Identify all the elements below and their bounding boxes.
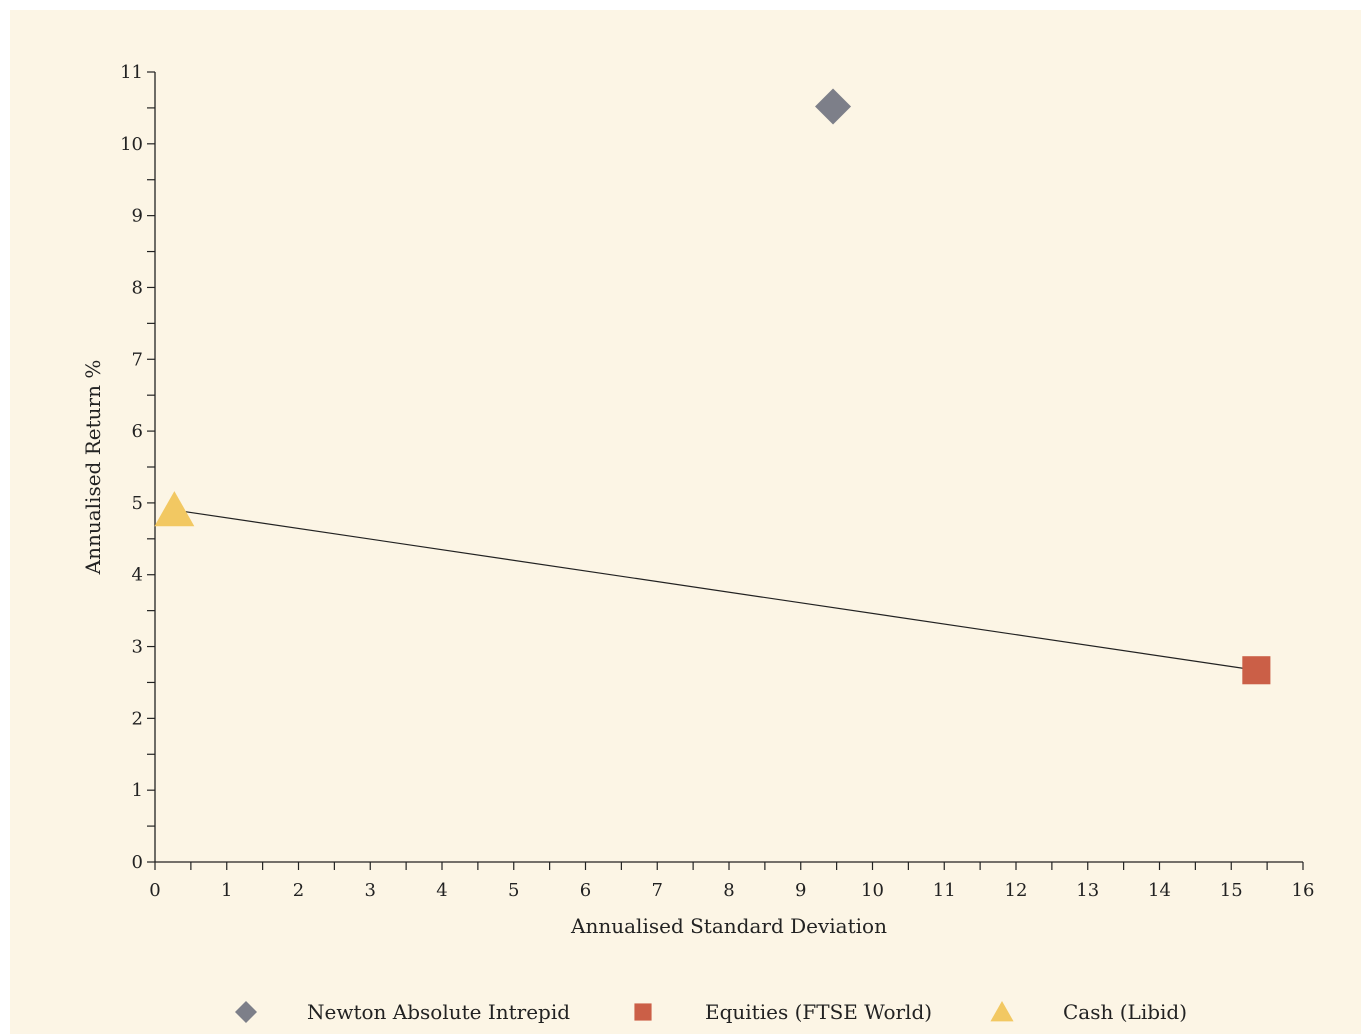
trend-line: [174, 509, 1257, 671]
x-tick-label: 0: [149, 880, 160, 901]
x-tick-label: 2: [293, 880, 304, 901]
plot-area: [154, 88, 1271, 685]
x-tick-label: 15: [1220, 880, 1243, 901]
chart-panel: [10, 10, 1361, 1034]
legend-marker-square: [634, 1003, 652, 1021]
x-tick-label: 5: [508, 880, 519, 901]
y-tick-label: 10: [120, 134, 143, 155]
x-tick-label: 14: [1148, 880, 1171, 901]
y-tick-label: 1: [132, 780, 143, 801]
y-tick-label: 3: [132, 637, 143, 658]
legend-label: Cash (Libid): [1063, 1000, 1187, 1024]
axes: [154, 72, 1303, 863]
data-point-triangle: [154, 491, 195, 527]
y-tick-label: 9: [132, 206, 143, 227]
x-tick-label: 6: [580, 880, 591, 901]
y-tick-label: 7: [132, 349, 143, 370]
legend: Newton Absolute Intrepid Equities (FTSE W…: [235, 1000, 1187, 1024]
x-tick-label: 7: [652, 880, 663, 901]
y-tick-label: 2: [132, 708, 143, 729]
x-axis-label: Annualised Standard Deviation: [570, 914, 887, 938]
legend-marker-triangle: [990, 1001, 1014, 1022]
legend-label: Newton Absolute Intrepid: [307, 1000, 570, 1024]
x-tick-label: 12: [1005, 880, 1028, 901]
y-tick-label: 6: [132, 421, 143, 442]
x-axis-ticks: 0 1 2 3 4 5 6 7 8 9 10 11 12 13 14 15 16: [149, 862, 1314, 901]
x-tick-label: 10: [861, 880, 884, 901]
y-axis-label: Annualised Return %: [81, 360, 105, 576]
legend-label: Equities (FTSE World): [705, 1000, 932, 1024]
x-tick-label: 1: [221, 880, 232, 901]
x-tick-label: 16: [1292, 880, 1315, 901]
x-tick-label: 13: [1076, 880, 1099, 901]
y-tick-label: 8: [132, 277, 143, 298]
x-tick-label: 9: [795, 880, 806, 901]
legend-marker-diamond: [235, 1001, 257, 1023]
y-tick-label: 0: [132, 852, 143, 873]
data-point-square: [1242, 656, 1271, 685]
y-tick-label: 4: [132, 565, 143, 586]
x-tick-label: 3: [365, 880, 376, 901]
y-axis-ticks: 0 1 2 3 4 5 6 7 8 9 10 11: [120, 62, 155, 873]
y-tick-label: 11: [120, 62, 143, 83]
x-tick-label: 4: [436, 880, 447, 901]
y-tick-label: 5: [132, 493, 143, 514]
data-point-diamond: [815, 88, 852, 125]
x-tick-label: 8: [723, 880, 734, 901]
x-tick-label: 11: [933, 880, 956, 901]
